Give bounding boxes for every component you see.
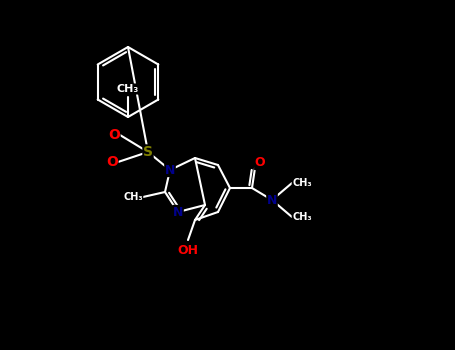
Text: O: O — [108, 128, 120, 142]
Text: OH: OH — [177, 244, 198, 257]
Text: O: O — [106, 155, 118, 169]
Text: CH₃: CH₃ — [292, 212, 312, 222]
Text: N: N — [267, 194, 277, 206]
Text: CH₃: CH₃ — [123, 192, 143, 202]
Text: CH₃: CH₃ — [292, 178, 312, 188]
Text: O: O — [255, 156, 265, 169]
Text: N: N — [173, 205, 183, 218]
Text: S: S — [143, 145, 153, 159]
Text: N: N — [165, 163, 175, 176]
Text: CH₃: CH₃ — [117, 84, 139, 94]
